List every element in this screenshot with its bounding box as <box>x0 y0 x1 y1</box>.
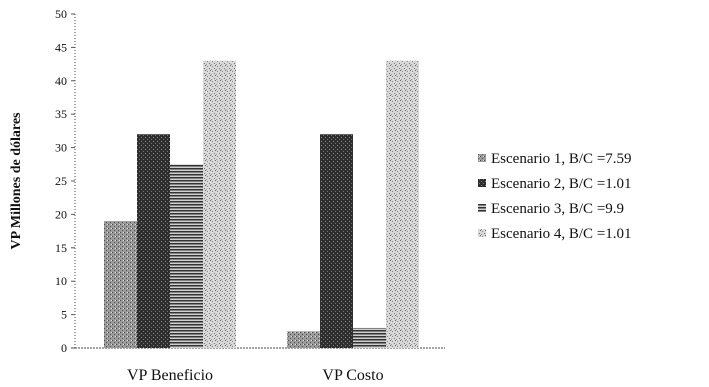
y-tick-label: 15 <box>55 241 67 255</box>
bar-layer <box>104 60 419 348</box>
y-tick-label: 50 <box>55 7 67 21</box>
bar-4-2 <box>386 60 419 348</box>
bar-1-2 <box>287 331 320 348</box>
bar-4-1 <box>203 60 236 348</box>
y-tick-label: 35 <box>55 107 67 121</box>
bar-2-2 <box>320 134 353 348</box>
y-tick-label: 20 <box>55 207 67 221</box>
bar-2-1 <box>137 134 170 348</box>
bar-3-1 <box>170 164 203 348</box>
y-tick-label: 40 <box>55 74 67 88</box>
y-tick-label: 25 <box>55 174 67 188</box>
legend-label: Escenario 1, B/C =7.59 <box>491 151 632 167</box>
bar-1-1 <box>104 221 137 348</box>
y-tick-label: 30 <box>55 141 67 155</box>
x-category-label: VP Beneficio <box>127 367 213 384</box>
label-layer: 0 5 10 15 20 25 30 35 40 45 50 VP Millones de dólar… <box>9 7 384 384</box>
legend: Escenario 1, B/C =7.59 Escenario 2, B/C =… <box>478 151 632 242</box>
y-tick-label: 0 <box>61 341 67 355</box>
legend-label: Escenario 3, B/C =9.9 <box>491 201 624 217</box>
y-tick-label: 5 <box>61 308 67 322</box>
legend-swatch <box>478 154 486 162</box>
legend-swatch <box>478 229 486 237</box>
legend-swatch <box>478 179 486 187</box>
x-category-label: VP Costo <box>322 367 383 384</box>
legend-label: Escenario 2, B/C =1.01 <box>491 176 632 192</box>
y-tick-label: 45 <box>55 40 67 54</box>
legend-swatch <box>478 204 486 212</box>
y-tick-label: 10 <box>55 274 67 288</box>
bar-3-2 <box>353 327 386 348</box>
legend-label: Escenario 4, B/C =1.01 <box>491 226 632 242</box>
y-axis-title: VP Millones de dólares <box>9 112 24 250</box>
